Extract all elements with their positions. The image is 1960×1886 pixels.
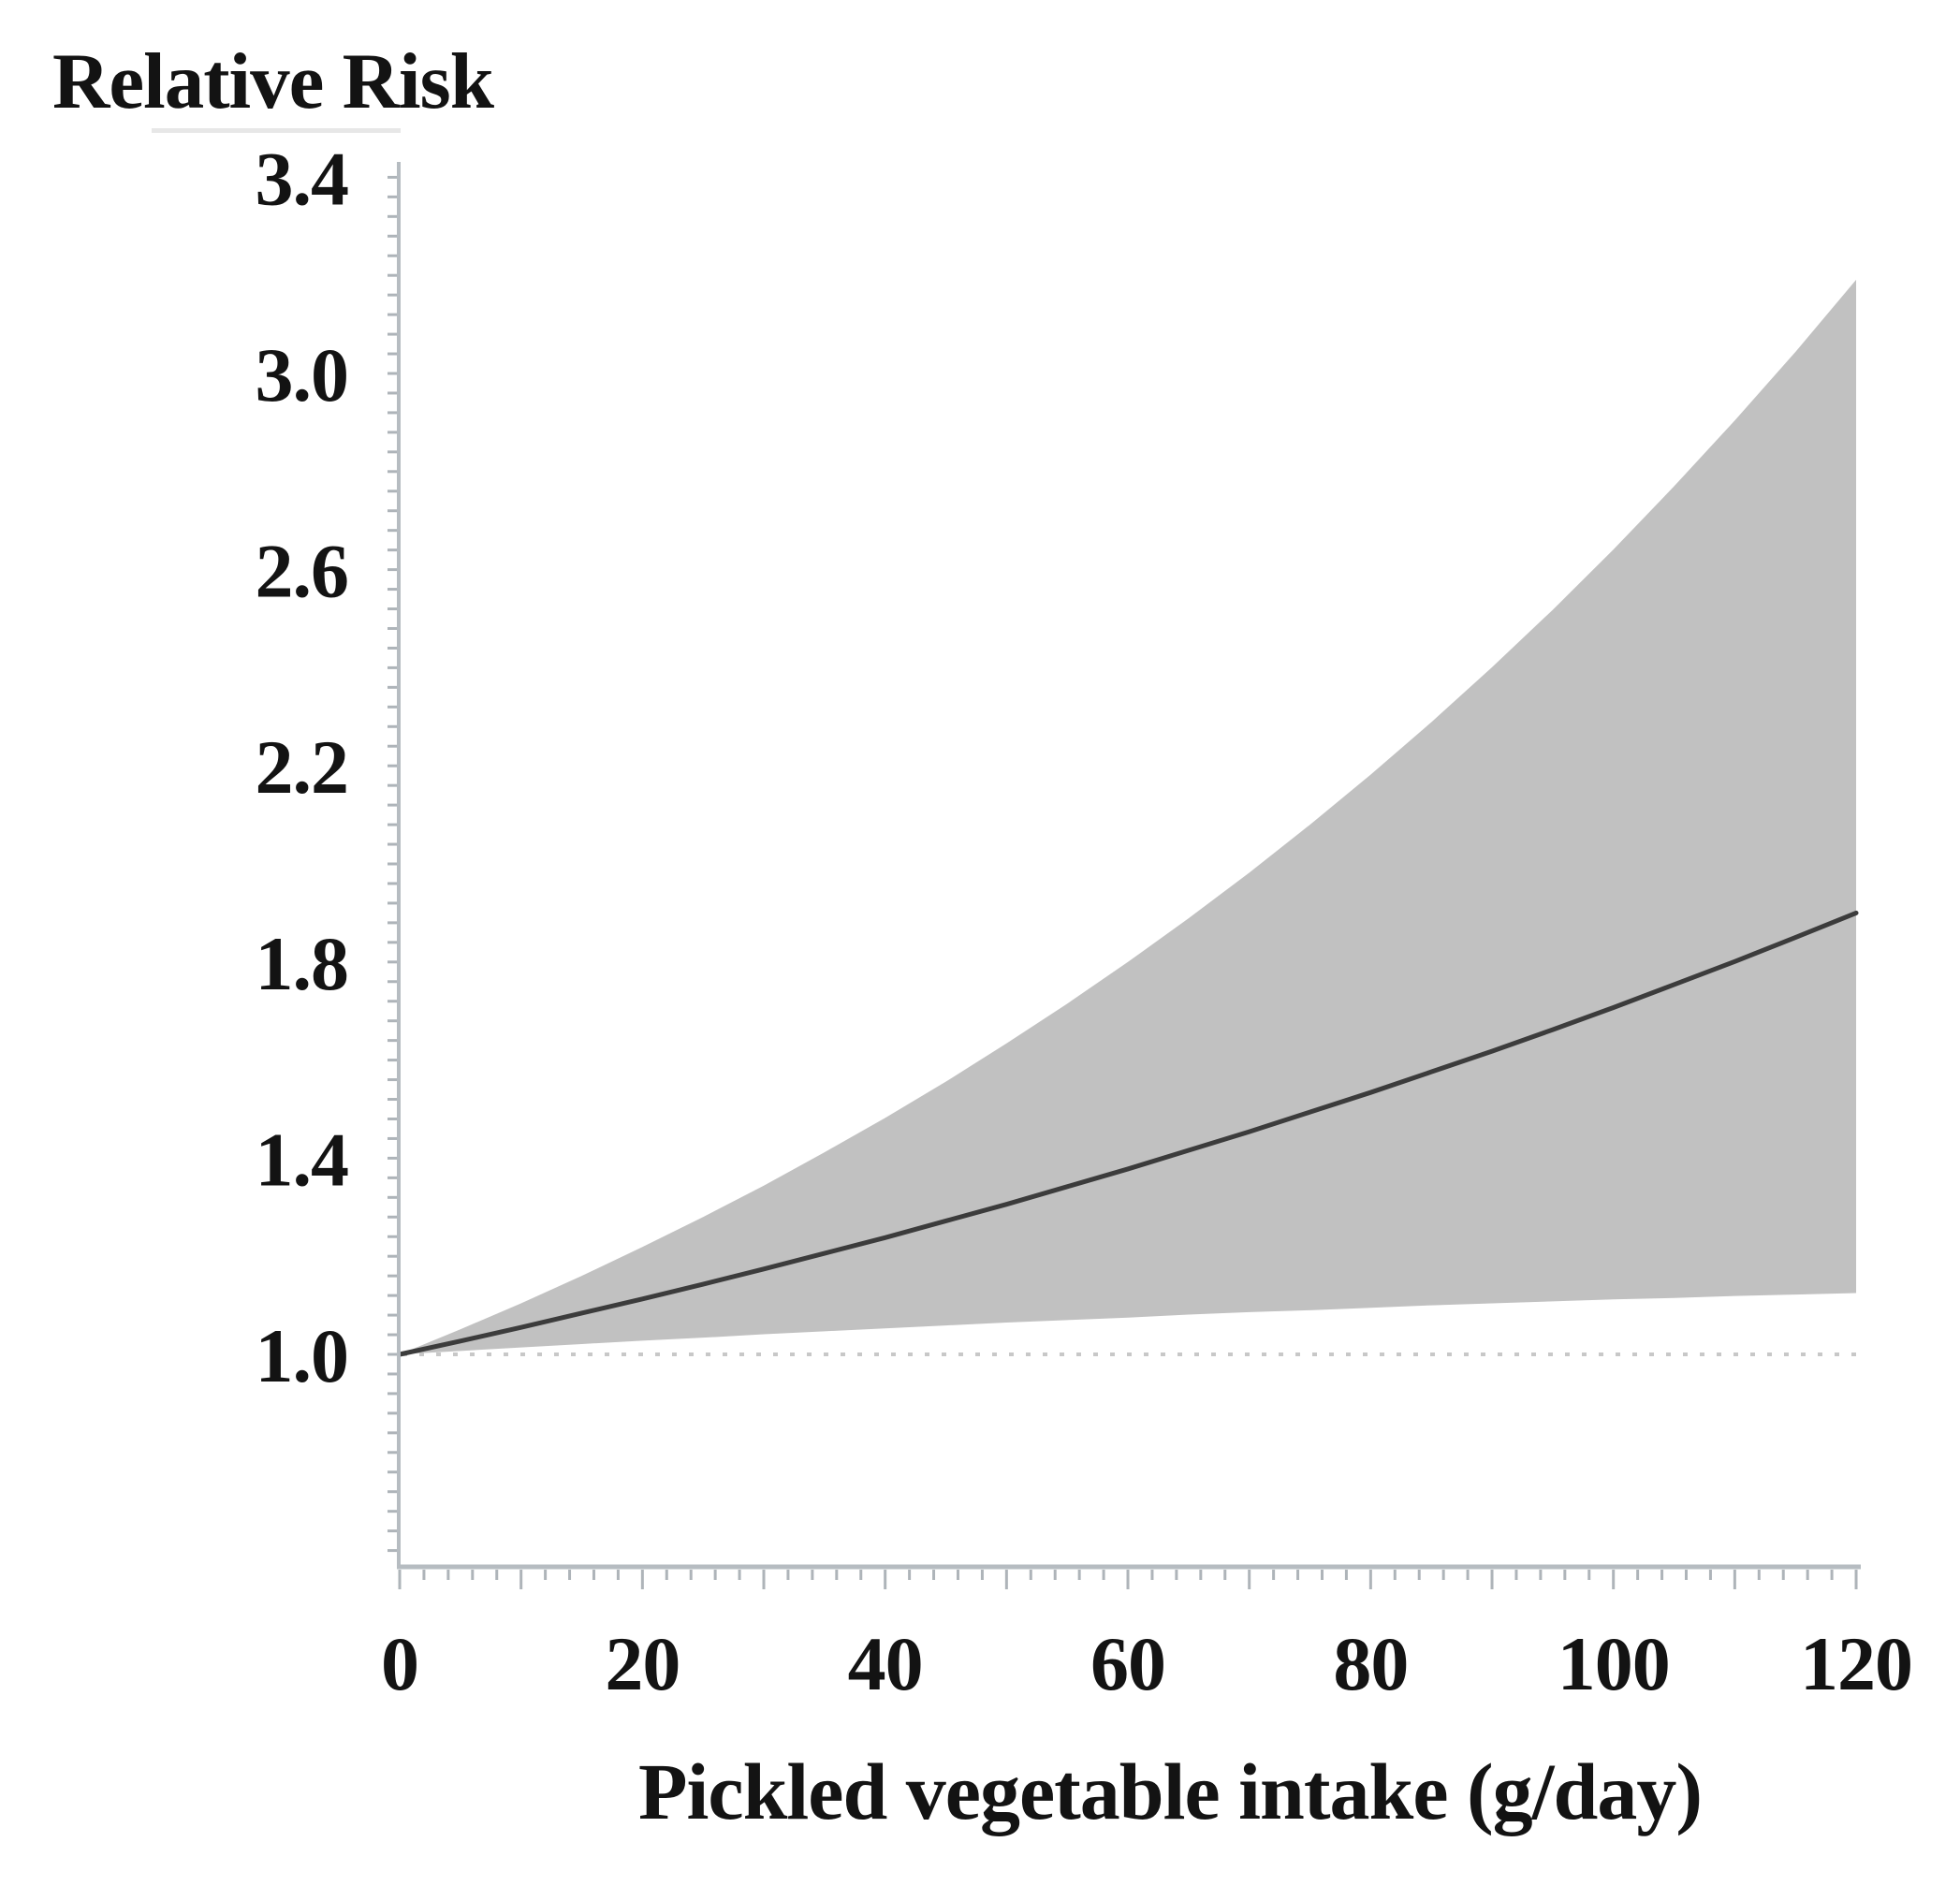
x-axis-tick-labels: 0 20 40 60 80 100 120	[381, 1621, 1913, 1706]
risk-curve	[397, 910, 1859, 1357]
y-axis: 1.0 1.4 1.8 2.2 2.6 3.0 3.4	[256, 136, 401, 1569]
x-tick-label: 20	[605, 1621, 680, 1706]
x-tick-label: 60	[1090, 1621, 1165, 1706]
y-tick-label: 3.4	[256, 136, 349, 221]
confidence-band	[400, 279, 1857, 1354]
x-tick-label: 120	[1800, 1621, 1912, 1706]
y-tick-label: 3.0	[256, 332, 349, 417]
y-tick-label: 1.8	[256, 921, 349, 1006]
y-axis-title: Relative Risk	[52, 37, 495, 125]
x-tick-label: 100	[1558, 1621, 1670, 1706]
y-tick-label: 2.2	[256, 724, 349, 810]
x-tick-label: 80	[1333, 1621, 1408, 1706]
title-underline	[152, 128, 401, 133]
y-axis-tick-labels: 1.0 1.4 1.8 2.2 2.6 3.0 3.4	[256, 136, 350, 1398]
x-tick-label: 0	[381, 1621, 418, 1706]
y-tick-label: 1.4	[256, 1117, 349, 1202]
x-axis-ticks	[398, 1570, 1858, 1589]
x-axis-title: Pickled vegetable intake (g/day)	[638, 1747, 1702, 1836]
x-axis: 0 20 40 60 80 100 120	[381, 1564, 1913, 1706]
y-tick-label: 1.0	[256, 1313, 349, 1398]
y-axis-ticks	[388, 175, 397, 1553]
y-tick-label: 2.6	[256, 529, 349, 614]
x-tick-label: 40	[848, 1621, 923, 1706]
